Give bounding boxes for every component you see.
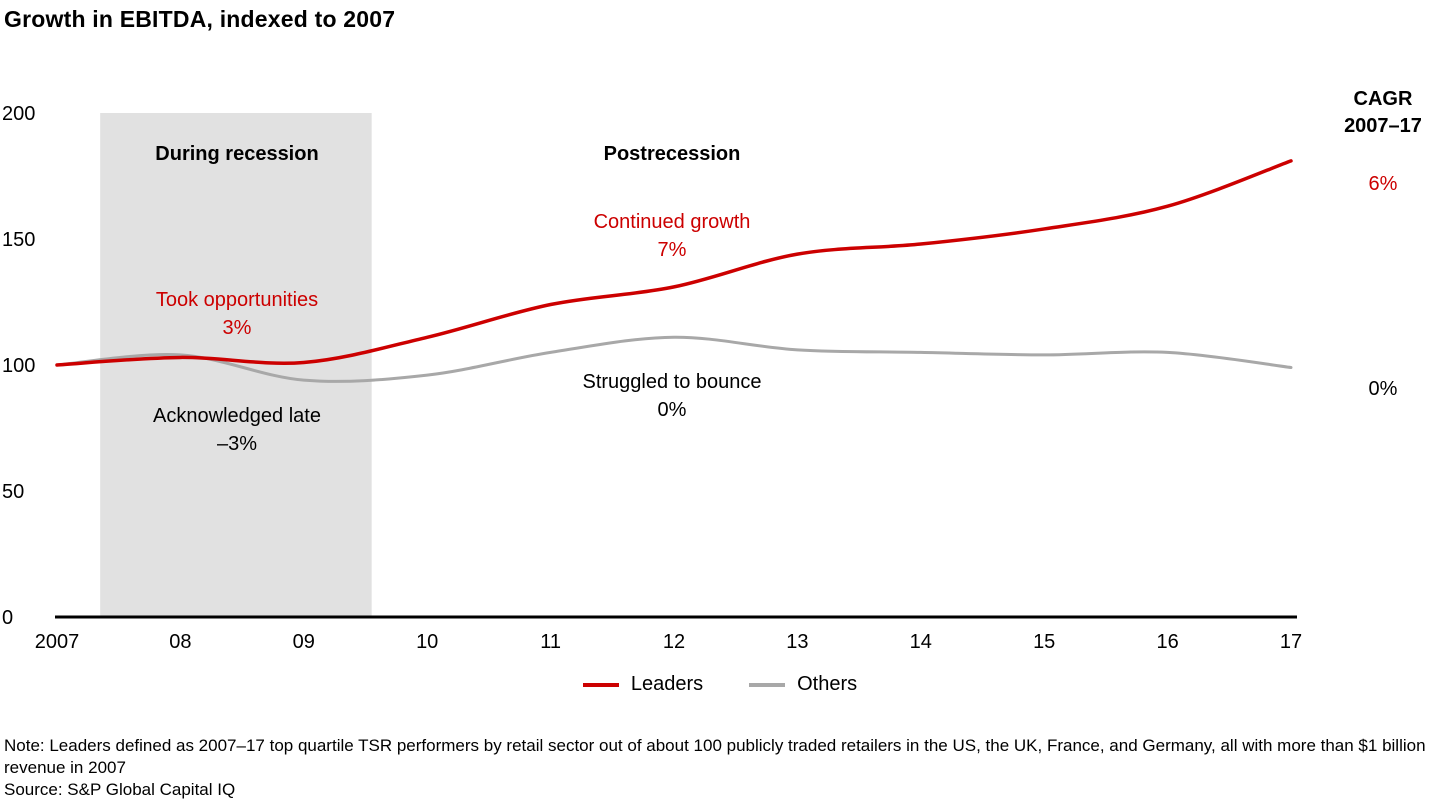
annotation-label: Took opportunities (155, 289, 319, 311)
annotation-value: –3% (216, 433, 258, 455)
cagr-header-line1: CAGR (1353, 88, 1413, 110)
footnote: Note: Leaders defined as 2007–17 top qua… (4, 735, 1438, 801)
annotation-value: 7% (657, 239, 687, 261)
svg-text:2007: 2007 (35, 631, 80, 653)
svg-text:12: 12 (663, 631, 685, 653)
svg-text:200: 200 (2, 103, 35, 125)
svg-text:16: 16 (1156, 631, 1178, 653)
cagr-header: CAGR 2007–17 (1326, 86, 1440, 140)
cagr-header-line2: 2007–17 (1344, 115, 1422, 137)
svg-text:150: 150 (2, 229, 35, 251)
annotation-value: 0% (657, 399, 687, 421)
annotation-postrecession: Postrecession (603, 143, 741, 165)
svg-text:13: 13 (786, 631, 808, 653)
svg-text:100: 100 (2, 355, 35, 377)
chart-title: Growth in EBITDA, indexed to 2007 (4, 6, 396, 32)
svg-text:14: 14 (910, 631, 932, 653)
annotation-took-opportunities: Took opportunities 3% (87, 286, 387, 342)
source-text: Source: S&P Global Capital IQ (4, 780, 236, 799)
annotation-label: Continued growth (593, 211, 751, 233)
annotation-struggled-to-bounce: Struggled to bounce 0% (510, 368, 834, 424)
cagr-others-value: 0% (1368, 378, 1398, 400)
legend-item-leaders: Leaders (582, 673, 704, 696)
legend-item-others: Others (749, 673, 857, 696)
svg-text:17: 17 (1280, 631, 1302, 653)
annotation-value: 3% (222, 317, 252, 339)
leaders-line-swatch (582, 682, 619, 687)
note-text: Note: Leaders defined as 2007–17 top qua… (4, 736, 1426, 777)
legend-label-others: Others (797, 673, 858, 695)
svg-text:15: 15 (1033, 631, 1055, 653)
svg-text:11: 11 (540, 631, 561, 653)
svg-text:09: 09 (293, 631, 315, 653)
svg-text:10: 10 (416, 631, 438, 653)
annotation-continued-growth: Continued growth 7% (522, 208, 822, 264)
svg-text:50: 50 (2, 481, 24, 503)
svg-text:0: 0 (2, 607, 13, 629)
annotation-label: Struggled to bounce (582, 371, 762, 393)
legend-label-leaders: Leaders (630, 673, 704, 695)
legend: Leaders Others (0, 673, 1440, 696)
annotation-during-recession: During recession (155, 143, 319, 165)
svg-text:08: 08 (169, 631, 191, 653)
others-line-swatch (749, 682, 786, 687)
cagr-leaders-value: 6% (1368, 173, 1398, 195)
annotation-acknowledged-late: Acknowledged late –3% (87, 402, 387, 458)
annotation-label: Acknowledged late (153, 405, 321, 427)
